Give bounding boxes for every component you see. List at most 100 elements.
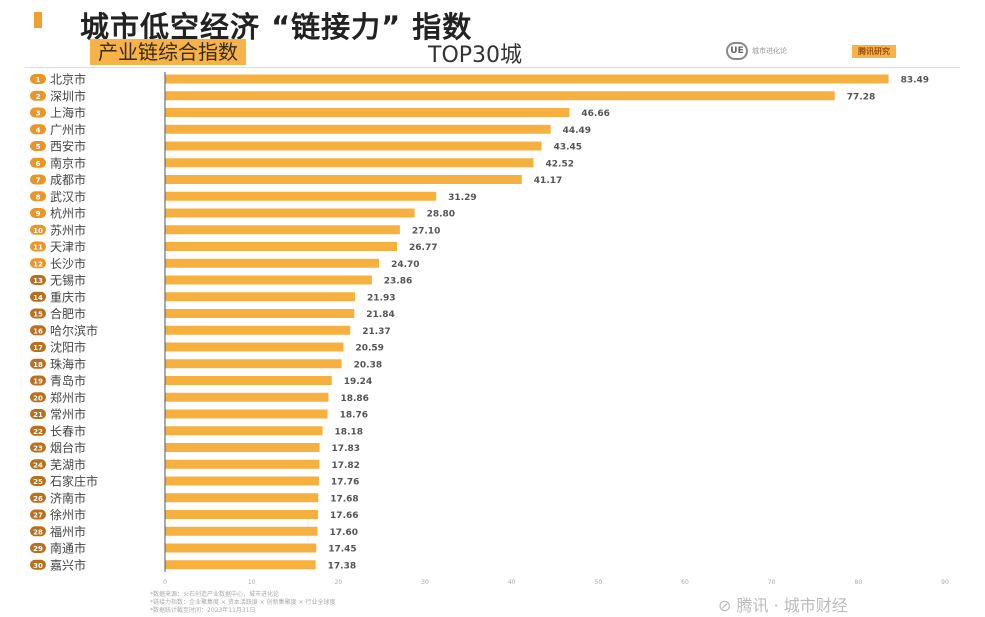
city-label: 福州市 — [50, 524, 86, 539]
bar — [165, 526, 318, 536]
bar — [165, 74, 889, 84]
city-label: 南京市 — [50, 155, 86, 170]
city-label: 南通市 — [50, 541, 86, 556]
rank-number: 13 — [33, 277, 43, 285]
value-label: 20.38 — [354, 360, 382, 370]
rank-badge — [30, 375, 46, 386]
city-label: 芜湖市 — [50, 457, 86, 472]
rank-number: 23 — [33, 445, 43, 453]
value-label: 23.86 — [384, 277, 412, 287]
bar — [165, 258, 380, 268]
footnote: *链接力指数：企业聚集度 × 资本活跃度 × 创新集聚度 × 行业全球度 — [150, 599, 336, 606]
x-tick-label: 10 — [248, 579, 256, 586]
value-label: 17.60 — [330, 528, 358, 538]
rank-badge — [30, 559, 46, 570]
city-label: 郑州市 — [50, 390, 86, 405]
rank-number: 15 — [33, 311, 43, 319]
footnotes: *数据来源：火石创造产业数据中心，城市进化论 *链接力指数：企业聚集度 × 资本… — [150, 591, 336, 615]
x-tick-label: 60 — [681, 579, 689, 586]
rank-badge — [30, 141, 46, 151]
value-label: 17.68 — [330, 494, 358, 504]
value-label: 17.82 — [331, 461, 359, 471]
rank-badge — [30, 124, 46, 135]
city-label: 青岛市 — [50, 373, 86, 388]
rank-number: 18 — [33, 361, 43, 369]
bar — [165, 493, 319, 503]
rank-badge — [30, 208, 46, 218]
rank-badge — [30, 509, 46, 520]
footnote: *数据来源：火石创造产业数据中心，城市进化论 — [150, 591, 280, 598]
bar — [165, 476, 319, 486]
publisher-logo: UE 城市进化论 — [726, 42, 787, 60]
rank-number: 22 — [33, 428, 43, 436]
city-label: 西安市 — [50, 139, 86, 154]
bar — [165, 175, 522, 184]
rank-number: 27 — [33, 512, 43, 520]
city-label: 常州市 — [50, 407, 86, 422]
rank-badge — [30, 409, 46, 419]
rank-badge — [30, 459, 46, 470]
bar — [165, 459, 320, 469]
city-label: 合肥市 — [50, 306, 86, 321]
rank-badge — [30, 291, 46, 302]
bar — [165, 426, 323, 436]
rank-number: 5 — [36, 143, 41, 151]
bar — [165, 376, 332, 385]
city-label: 长春市 — [50, 423, 86, 438]
city-label: 嘉兴市 — [50, 557, 86, 572]
bar — [165, 225, 400, 235]
value-label: 31.29 — [448, 193, 476, 203]
brand-watermark: ⊘ 腾讯 · 城市财经 — [718, 596, 848, 615]
rank-badge — [30, 224, 46, 235]
city-label: 深圳市 — [50, 88, 86, 103]
x-tick-label: 40 — [508, 579, 516, 586]
city-label: 石家庄市 — [50, 474, 98, 489]
bar — [165, 342, 344, 352]
rank-number: 21 — [33, 411, 43, 419]
x-tick-label: 20 — [335, 579, 343, 586]
rank-badge — [30, 308, 46, 319]
city-label: 烟台市 — [50, 440, 86, 455]
bar — [165, 560, 316, 570]
city-label: 无锡市 — [50, 273, 86, 288]
value-label: 21.93 — [367, 293, 395, 303]
bar — [165, 158, 534, 168]
city-label: 杭州市 — [50, 206, 86, 221]
city-label: 广州市 — [50, 122, 86, 137]
city-label: 天津市 — [50, 239, 86, 254]
value-label: 18.18 — [335, 427, 363, 437]
city-label: 沈阳市 — [50, 340, 86, 355]
bar — [165, 124, 551, 134]
rank-badge — [30, 157, 46, 168]
value-label: 27.10 — [412, 226, 440, 236]
x-tick-label: 90 — [941, 579, 949, 586]
rank-number: 7 — [36, 177, 41, 185]
city-label: 成都市 — [50, 172, 86, 187]
value-label: 83.49 — [901, 76, 929, 86]
x-tick-label: 80 — [855, 579, 863, 586]
value-label: 18.76 — [340, 411, 368, 421]
x-tick-label: 0 — [163, 579, 167, 586]
bar — [165, 409, 328, 419]
rank-number: 17 — [33, 344, 43, 352]
value-label: 17.76 — [331, 478, 359, 488]
value-label: 17.83 — [332, 444, 360, 454]
rank-number: 25 — [33, 478, 43, 486]
rank-number: 12 — [33, 260, 43, 268]
bar — [165, 309, 355, 318]
rank-badge — [30, 526, 46, 537]
city-label: 哈尔滨市 — [50, 323, 98, 338]
bar — [165, 275, 372, 285]
bar — [165, 191, 437, 201]
bar — [165, 242, 398, 251]
rank-badge — [30, 191, 46, 202]
rank-badge — [30, 241, 46, 252]
bar — [165, 359, 342, 369]
rank-number: 10 — [33, 227, 43, 235]
city-label: 济南市 — [50, 490, 86, 505]
rank-number: 3 — [36, 110, 41, 118]
rank-badge — [30, 325, 46, 336]
rank-badge — [30, 74, 46, 84]
bar — [165, 325, 351, 335]
value-label: 41.17 — [534, 176, 562, 186]
